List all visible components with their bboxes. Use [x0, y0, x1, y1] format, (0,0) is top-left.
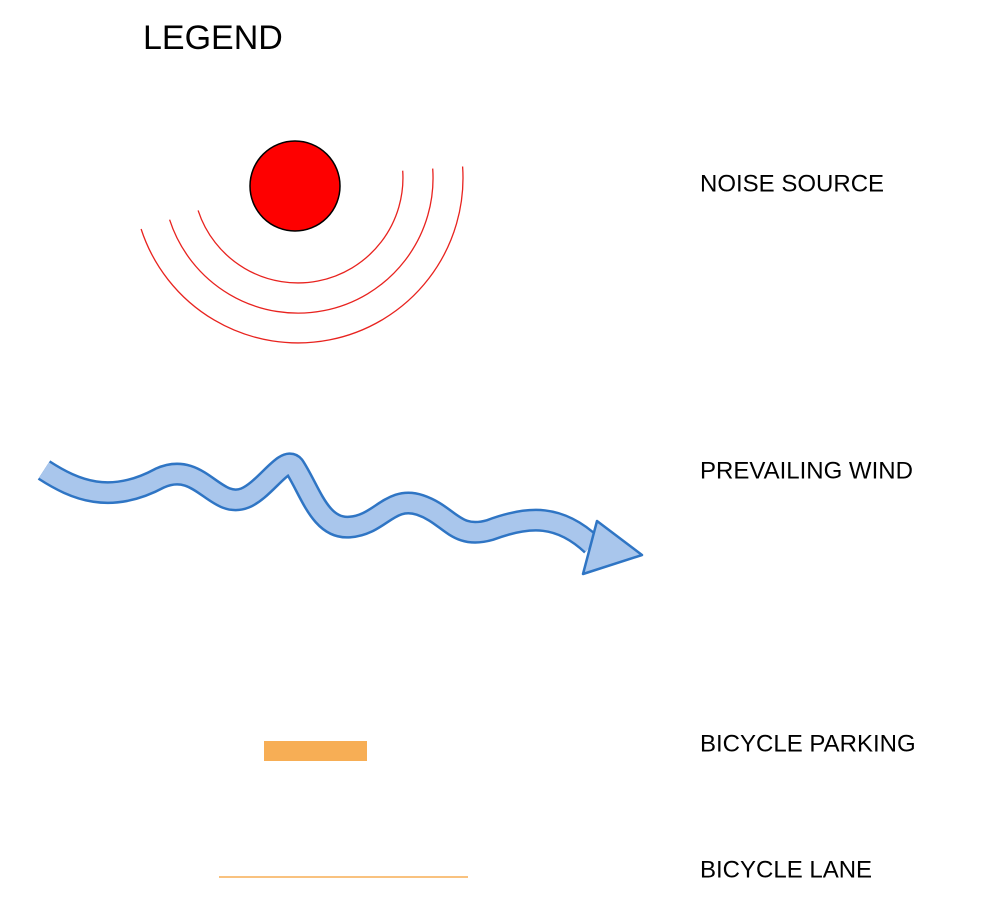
item-label: BICYCLE PARKING	[700, 730, 916, 757]
wind-arrow	[37, 452, 644, 576]
parking-symbol	[264, 741, 367, 761]
wind-body	[39, 454, 599, 552]
item-label: NOISE SOURCE	[700, 170, 884, 197]
item-label: PREVAILING WIND	[700, 457, 913, 484]
legend-title: LEGEND	[143, 19, 283, 57]
noise-arc	[140, 166, 464, 344]
noise-arc	[168, 168, 434, 314]
noise-source-symbol	[140, 140, 464, 344]
noise-arc	[197, 170, 404, 284]
noise-dot	[249, 140, 341, 232]
item-label: BICYCLE LANE	[700, 856, 872, 883]
wind-head	[581, 519, 644, 576]
